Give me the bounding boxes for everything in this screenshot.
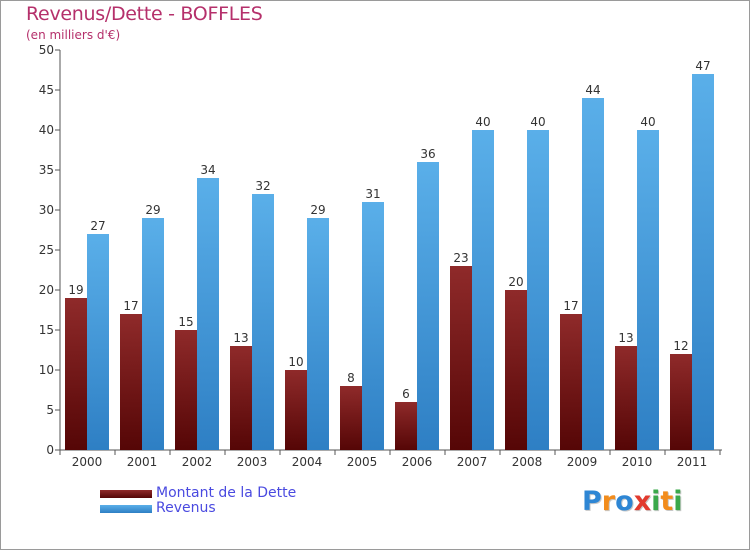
y-tick-label: 35: [39, 163, 54, 177]
bar-debt-2004: [285, 370, 307, 450]
data-label-revenus-2008: 40: [530, 115, 545, 129]
bar-revenus-2008: [527, 130, 549, 450]
data-label-debt-2001: 17: [123, 299, 138, 313]
data-label-revenus-2004: 29: [310, 203, 325, 217]
data-label-debt-2010: 13: [618, 331, 633, 345]
bar-revenus-2002: [197, 178, 219, 450]
x-tick-label: 2006: [402, 455, 433, 469]
logo-letter: i: [673, 486, 683, 517]
bar-revenus-2005: [362, 202, 384, 450]
legend-swatch-revenus: [100, 505, 152, 513]
bar-debt-2000: [65, 298, 87, 450]
data-label-revenus-2001: 29: [145, 203, 160, 217]
data-label-revenus-2005: 31: [365, 187, 380, 201]
x-tick-label: 2004: [292, 455, 323, 469]
bar-debt-2005: [340, 386, 362, 450]
data-label-debt-2011: 12: [673, 339, 688, 353]
bar-debt-2007: [450, 266, 472, 450]
bar-debt-2009: [560, 314, 582, 450]
bar-debt-2010: [615, 346, 637, 450]
bar-revenus-2009: [582, 98, 604, 450]
data-label-revenus-2007: 40: [475, 115, 490, 129]
logo-letter: t: [660, 486, 674, 517]
data-label-debt-2004: 10: [288, 355, 303, 369]
x-tick-label: 2008: [512, 455, 543, 469]
data-label-debt-2006: 6: [402, 387, 410, 401]
bar-debt-2003: [230, 346, 252, 450]
data-label-revenus-2009: 44: [585, 83, 600, 97]
bar-revenus-2004: [307, 218, 329, 450]
logo-letter: P: [582, 486, 602, 517]
legend-label-debt: Montant de la Dette: [156, 485, 297, 501]
bar-debt-2001: [120, 314, 142, 450]
data-label-revenus-2000: 27: [90, 219, 105, 233]
x-tick-label: 2009: [567, 455, 598, 469]
data-label-debt-2000: 19: [68, 283, 83, 297]
x-tick-label: 2007: [457, 455, 488, 469]
bar-debt-2008: [505, 290, 527, 450]
bar-revenus-2010: [637, 130, 659, 450]
data-label-debt-2008: 20: [508, 275, 523, 289]
y-tick-label: 45: [39, 83, 54, 97]
data-label-revenus-2011: 47: [695, 59, 710, 73]
x-tick-label: 2000: [72, 455, 103, 469]
logo-letter: o: [615, 486, 634, 517]
y-tick-label: 5: [46, 403, 54, 417]
data-label-revenus-2006: 36: [420, 147, 435, 161]
data-label-debt-2009: 17: [563, 299, 578, 313]
chart-subtitle: (en milliers d'€): [26, 28, 121, 42]
bar-revenus-2000: [87, 234, 109, 450]
y-tick-label: 25: [39, 243, 54, 257]
x-tick-label: 2003: [237, 455, 268, 469]
x-tick-label: 2001: [127, 455, 158, 469]
data-label-debt-2003: 13: [233, 331, 248, 345]
x-tick-label: 2005: [347, 455, 378, 469]
proxiti-logo: Proxiti: [582, 486, 683, 517]
data-label-debt-2002: 15: [178, 315, 193, 329]
bar-revenus-2006: [417, 162, 439, 450]
bar-revenus-2003: [252, 194, 274, 450]
chart-title: Revenus/Dette - BOFFLES: [26, 3, 263, 25]
y-tick-label: 20: [39, 283, 54, 297]
data-label-revenus-2010: 40: [640, 115, 655, 129]
y-tick-label: 15: [39, 323, 54, 337]
y-tick-label: 30: [39, 203, 54, 217]
bar-debt-2006: [395, 402, 417, 450]
legend-swatch-debt: [100, 490, 152, 498]
x-tick-label: 2002: [182, 455, 213, 469]
data-label-revenus-2002: 34: [200, 163, 215, 177]
logo-letter: i: [651, 486, 661, 517]
data-label-debt-2007: 23: [453, 251, 468, 265]
y-tick-label: 10: [39, 363, 54, 377]
bar-debt-2011: [670, 354, 692, 450]
y-tick-label: 0: [46, 443, 54, 457]
logo-letter: x: [633, 486, 652, 517]
bar-revenus-2007: [472, 130, 494, 450]
bar-revenus-2001: [142, 218, 164, 450]
data-label-revenus-2003: 32: [255, 179, 270, 193]
y-tick-label: 40: [39, 123, 54, 137]
x-tick-label: 2010: [622, 455, 653, 469]
x-tick-label: 2011: [677, 455, 708, 469]
legend-label-revenus: Revenus: [156, 500, 216, 516]
bar-debt-2002: [175, 330, 197, 450]
bar-revenus-2011: [692, 74, 714, 450]
logo-letter: r: [601, 486, 616, 517]
y-tick-label: 50: [39, 43, 54, 57]
data-label-debt-2005: 8: [347, 371, 355, 385]
